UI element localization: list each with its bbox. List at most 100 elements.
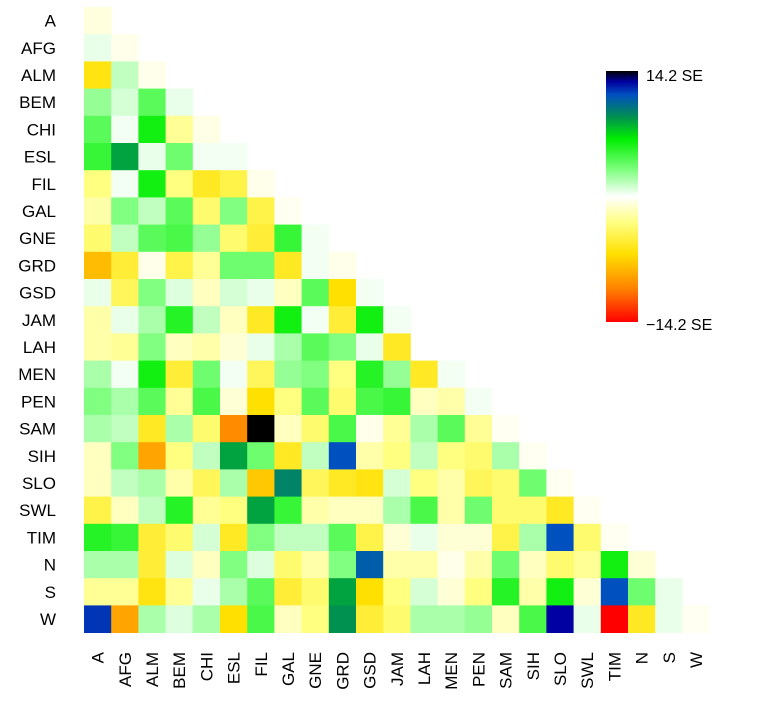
heatmap-cell-PEN-GRD — [328, 387, 357, 416]
heatmap-cell-SIH-GRD — [328, 442, 357, 470]
heatmap-cell-SAM-SAM — [492, 415, 520, 443]
row-label-S: S — [45, 583, 56, 602]
column-label-SIH: SIH — [524, 652, 543, 680]
heatmap-cell-S-BEM — [165, 578, 194, 606]
heatmap-cell-MEN-GNE — [301, 360, 330, 389]
heatmap-cell-W-MEN — [437, 605, 466, 633]
heatmap-cell-SWL-BEM — [165, 496, 194, 525]
heatmap-cell-SWL-A — [84, 496, 112, 525]
column-label-MEN: MEN — [442, 652, 461, 690]
heatmap-cell-JAM-GAL — [274, 306, 302, 334]
heatmap-cell-FIL-BEM — [165, 170, 194, 198]
heatmap-cell-GAL-ESL — [220, 197, 248, 225]
heatmap-cell-GAL-AFG — [111, 197, 139, 225]
heatmap-cell-PEN-AFG — [111, 387, 139, 416]
row-label-MEN: MEN — [18, 365, 56, 384]
heatmap-cell-FIL-CHI — [192, 170, 221, 198]
heatmap-cell-SLO-ALM — [138, 469, 166, 497]
heatmap-cell-W-N — [628, 605, 656, 633]
heatmap-cell-SIH-ESL — [220, 442, 248, 470]
heatmap-cell-FIL-ALM — [138, 170, 166, 198]
heatmap-cell-SIH-MEN — [437, 442, 466, 470]
heatmap-cell-LAH-BEM — [165, 333, 194, 361]
heatmap-cell-PEN-BEM — [165, 387, 194, 416]
heatmap-cell-W-GNE — [301, 605, 330, 633]
heatmap-cell-GAL-FIL — [247, 197, 275, 225]
colorbar-gradient — [606, 71, 638, 322]
heatmap-cell-GNE-ALM — [138, 224, 166, 253]
heatmap-cell-S-N — [628, 578, 656, 606]
heatmap-cell-GSD-CHI — [192, 279, 221, 307]
heatmap-cell-CHI-AFG — [111, 115, 139, 144]
heatmap-cell-GAL-BEM — [165, 197, 194, 225]
row-label-GAL: GAL — [22, 202, 56, 221]
heatmap-cell-MEN-ESL — [220, 360, 248, 389]
heatmap-cell-N-PEN — [464, 551, 493, 579]
heatmap-cell-N-GNE — [301, 551, 330, 579]
heatmap-cell-N-JAM — [383, 551, 411, 579]
row-label-PEN: PEN — [21, 392, 56, 411]
heatmap-cell-GSD-GRD — [328, 279, 357, 307]
row-labels: A AFG ALM BEM CHI ESL FIL GAL GNE GRD GSD JAM LAH MEN… — [18, 12, 56, 629]
heatmap-cell-S-SIH — [519, 578, 547, 606]
heatmap-cell-GRD-CHI — [192, 251, 221, 280]
heatmap-cell-GSD-BEM — [165, 279, 194, 307]
heatmap-cell-ALM-A — [84, 61, 112, 89]
heatmap-cell-JAM-CHI — [192, 306, 221, 334]
heatmap-cell-GNE-ESL — [220, 224, 248, 253]
heatmap-cell-PEN-CHI — [192, 387, 221, 416]
row-label-BEM: BEM — [19, 93, 56, 112]
column-label-CHI: CHI — [197, 652, 216, 681]
heatmap-cell-SAM-CHI — [192, 415, 221, 443]
heatmap-cell-N-A — [84, 551, 112, 579]
heatmap-cell-SIH-GAL — [274, 442, 302, 470]
heatmap-cell-SAM-A — [84, 415, 112, 443]
heatmap-cell-SLO-ESL — [220, 469, 248, 497]
heatmap-cell-FIL-ESL — [220, 170, 248, 198]
heatmap-cell-TIM-CHI — [192, 523, 221, 552]
heatmap-cell-GSD-A — [84, 279, 112, 307]
heatmap-cell-SWL-LAH — [410, 496, 438, 525]
heatmap-cell-SIH-ALM — [138, 442, 166, 470]
heatmap-cell-JAM-ESL — [220, 306, 248, 334]
heatmap-cell-BEM-A — [84, 88, 112, 117]
heatmap-cell-SIH-GNE — [301, 442, 330, 470]
heatmap-cell-SIH-BEM — [165, 442, 194, 470]
row-label-AFG: AFG — [21, 39, 56, 58]
heatmap-cell-SLO-FIL — [247, 469, 275, 497]
heatmap-cell-MEN-MEN — [437, 360, 466, 389]
heatmap-cell-W-SAM — [492, 605, 520, 633]
heatmap-cell-TIM-SIH — [519, 523, 547, 552]
heatmap-cell-PEN-FIL — [247, 387, 275, 416]
heatmap-cell-S-GAL — [274, 578, 302, 606]
heatmap-cell-MEN-LAH — [410, 360, 438, 389]
heatmap-cell-GSD-ESL — [220, 279, 248, 307]
heatmap-cell-SAM-ESL — [220, 415, 248, 443]
heatmap-cell-S-MEN — [437, 578, 466, 606]
heatmap-cell-LAH-GNE — [301, 333, 330, 361]
heatmap-cell-AFG-A — [84, 34, 112, 62]
heatmap-cell-PEN-PEN — [464, 387, 493, 416]
heatmap-cell-SAM-GNE — [301, 415, 330, 443]
heatmap-cell-LAH-AFG — [111, 333, 139, 361]
column-label-S: S — [660, 652, 679, 663]
heatmap-cell-LAH-CHI — [192, 333, 221, 361]
heatmap-cell-S-LAH — [410, 578, 438, 606]
heatmap-cell-SIH-A — [84, 442, 112, 470]
heatmap-cell-N-LAH — [410, 551, 438, 579]
heatmap-cell-JAM-BEM — [165, 306, 194, 334]
heatmap-cell-JAM-ALM — [138, 306, 166, 334]
heatmap-cell-LAH-FIL — [247, 333, 275, 361]
column-label-SWL: SWL — [578, 652, 597, 689]
heatmap-cell-GNE-BEM — [165, 224, 194, 253]
heatmap-cell-TIM-MEN — [437, 523, 466, 552]
heatmap-cell-GRD-A — [84, 251, 112, 280]
heatmap-cell-TIM-GAL — [274, 523, 302, 552]
column-label-JAM: JAM — [388, 652, 407, 686]
heatmap-cell-W-FIL — [247, 605, 275, 633]
heatmap-cell-PEN-JAM — [383, 387, 411, 416]
heatmap-cell-S-S — [655, 578, 683, 606]
heatmap-cell-PEN-LAH — [410, 387, 438, 416]
heatmap-cell-SWL-CHI — [192, 496, 221, 525]
heatmap-cell-TIM-SWL — [573, 523, 602, 552]
